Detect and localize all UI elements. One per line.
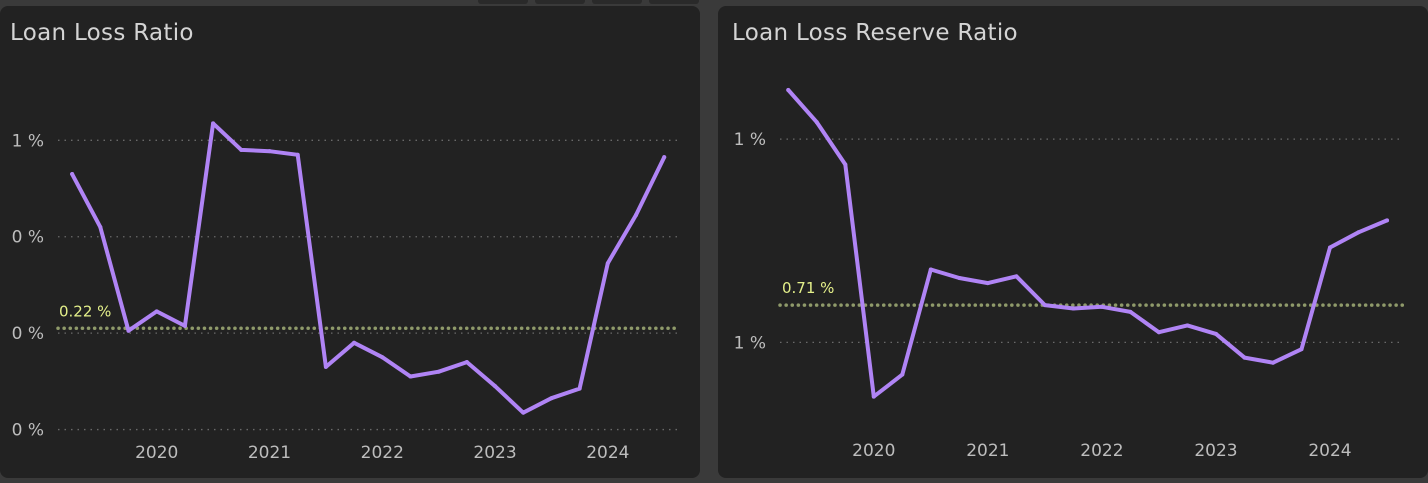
- data-point: [985, 281, 990, 286]
- data-point: [182, 323, 187, 328]
- data-point: [1270, 360, 1275, 365]
- average-label: 0.22 %: [59, 302, 111, 320]
- top-tab[interactable]: [478, 0, 528, 4]
- top-tab[interactable]: [592, 0, 642, 4]
- x-tick-label: 2021: [966, 441, 1009, 461]
- x-tick-label: 2023: [473, 443, 516, 463]
- data-point: [521, 410, 526, 415]
- x-tick-label: 2024: [586, 443, 629, 463]
- data-point: [871, 394, 876, 399]
- data-point: [549, 396, 554, 401]
- data-point: [1242, 355, 1247, 360]
- data-point: [786, 88, 791, 93]
- top-tab[interactable]: [535, 0, 585, 4]
- data-point: [126, 328, 131, 333]
- data-point: [957, 276, 962, 281]
- data-point: [1014, 274, 1019, 279]
- data-point: [1356, 230, 1361, 235]
- y-tick-label: 0 %: [12, 228, 44, 248]
- y-tick-label: 0 %: [12, 421, 44, 441]
- data-point: [436, 369, 441, 374]
- loan-loss-ratio-chart: 1 % 0 % 0 % 0 % 2020 2021 2022 2023 2024 0.22 %: [12, 121, 682, 463]
- data-point: [323, 364, 328, 369]
- top-tab[interactable]: [649, 0, 699, 4]
- series-line: [786, 88, 1389, 399]
- data-point: [267, 149, 272, 154]
- x-tick-label: 2020: [135, 443, 178, 463]
- data-point: [464, 360, 469, 365]
- x-tick-label: 2024: [1308, 441, 1351, 461]
- y-tick-label: 0 %: [12, 324, 44, 344]
- chart-title: Loan Loss Ratio: [10, 20, 194, 46]
- data-point: [1385, 218, 1390, 223]
- data-point: [662, 155, 667, 160]
- data-point: [295, 152, 300, 157]
- loan-loss-reserve-ratio-panel: Loan Loss Reserve Ratio 1 % 1 % 2020 2021 20…: [718, 6, 1428, 478]
- data-point: [928, 267, 933, 272]
- x-tick-label: 2022: [361, 443, 404, 463]
- data-point: [1213, 331, 1218, 336]
- data-point: [98, 225, 103, 230]
- series-line: [70, 121, 667, 415]
- x-tick-label: 2020: [852, 441, 895, 461]
- x-tick-label: 2022: [1080, 441, 1123, 461]
- loan-loss-ratio-panel: Loan Loss Ratio 1 % 0 % 0 % 0 % 2020 2021 2022…: [0, 6, 700, 478]
- data-point: [814, 120, 819, 125]
- data-point: [239, 147, 244, 152]
- data-point: [70, 172, 75, 177]
- x-tick-label: 2021: [248, 443, 291, 463]
- data-point: [1328, 245, 1333, 250]
- chart-title: Loan Loss Reserve Ratio: [732, 20, 1018, 46]
- data-point: [843, 162, 848, 167]
- data-point: [380, 355, 385, 360]
- loan-loss-reserve-ratio-chart: 1 % 1 % 2020 2021 2022 2023 2024 0.71 %: [734, 88, 1405, 461]
- data-point: [605, 261, 610, 266]
- data-point: [1128, 309, 1133, 314]
- data-point: [1156, 330, 1161, 335]
- data-point: [1071, 306, 1076, 311]
- data-point: [154, 309, 159, 314]
- data-point: [1185, 323, 1190, 328]
- data-point: [408, 374, 413, 379]
- data-point: [577, 386, 582, 391]
- data-point: [493, 384, 498, 389]
- data-point: [900, 372, 905, 377]
- data-point: [1042, 303, 1047, 308]
- data-point: [1099, 304, 1104, 309]
- y-tick-label: 1 %: [734, 333, 766, 353]
- y-tick-label: 1 %: [12, 131, 44, 151]
- x-tick-label: 2023: [1194, 441, 1237, 461]
- data-point: [634, 213, 639, 218]
- data-point: [211, 121, 216, 126]
- data-point: [352, 340, 357, 345]
- y-tick-label: 1 %: [734, 130, 766, 150]
- average-label: 0.71 %: [782, 279, 834, 297]
- data-point: [1299, 347, 1304, 352]
